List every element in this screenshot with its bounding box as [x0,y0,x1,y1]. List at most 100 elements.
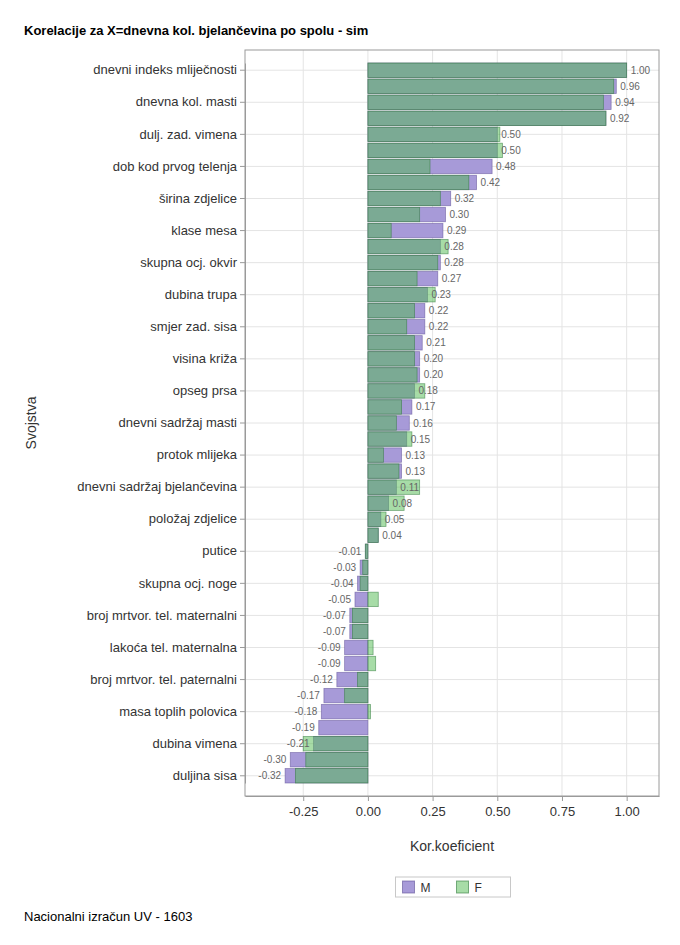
y-tick-mark [240,390,245,391]
y-grid-line [245,423,659,424]
x-tick-mark [303,796,304,801]
y-tick: duljina sisa [173,768,245,783]
data-label: 0.96 [620,81,640,92]
data-label: 0.17 [416,401,436,412]
x-tick-label: -0.25 [289,804,319,819]
bar [368,368,417,382]
y-tick-label: skupna ocj. noge [139,576,237,591]
y-tick-mark [240,679,245,680]
y-tick-label: putice [202,543,237,558]
bar [285,769,368,783]
y-tick-mark [240,294,245,295]
y-tick-mark [240,326,245,327]
data-label: -0.30 [263,754,286,765]
y-tick-label: opseg prsa [173,383,238,398]
bar [368,368,420,382]
bar [345,640,368,654]
y-tick: protok mlijeka [157,447,245,462]
bar [337,672,368,686]
x-tick-mark [368,796,369,801]
data-label: -0.17 [297,690,320,701]
bar [368,304,415,318]
y-tick-mark [240,102,245,103]
y-tick-mark [240,358,245,359]
x-tick: -0.25 [289,796,319,819]
bar [368,95,611,109]
data-labels: 1.000.960.940.920.500.500.480.420.320.30… [258,65,650,782]
bar [368,239,448,253]
bar [368,704,371,718]
y-tick-mark [240,230,245,231]
bar [368,127,500,141]
y-tick-mark [240,487,245,488]
data-label: 0.08 [393,498,413,509]
data-label: 0.15 [411,434,431,445]
bar [368,336,422,350]
y-tick-label: dulj. zad. vimena [139,127,237,142]
bar [368,528,378,542]
data-label: 0.32 [455,193,475,204]
bar [368,287,435,301]
data-label: 0.21 [426,337,446,348]
y-tick: skupna ocj. noge [139,576,245,591]
y-grid-line [245,519,659,520]
data-label: 0.22 [429,321,449,332]
y-grid-line [245,358,659,359]
data-label: -0.18 [295,706,318,717]
legend-label: F [475,881,482,895]
bar [368,512,386,526]
bar [368,255,438,269]
y-tick: broj mrtvor. tel. maternalni [87,608,245,623]
data-label: -0.03 [333,562,356,573]
y-tick: položaj zdjelice [149,511,245,526]
bar [368,271,438,285]
y-grid-line [245,455,659,456]
data-label: 0.18 [418,385,438,396]
y-grid-line [245,487,659,488]
bars [285,63,627,783]
y-tick-mark [240,583,245,584]
bar [368,464,399,478]
y-tick: dnevni sadržaj bjelančevina [77,479,245,494]
data-label: 0.23 [431,289,451,300]
y-tick-mark [240,647,245,648]
bar [367,720,368,734]
plot-background [245,50,659,796]
data-label: -0.01 [339,546,362,557]
x-tick-label: 0.25 [420,804,445,819]
y-grid-line [245,679,659,680]
data-label: 1.00 [631,65,651,76]
y-tick: širina zdjelice [159,191,245,206]
x-axis-title: Kor.koeficient [410,838,494,854]
bar [368,159,430,173]
bar [368,159,492,173]
y-tick-label: klase mesa [171,223,238,238]
bar [368,223,443,237]
y-tick-label: dubina trupa [165,287,238,302]
bar [368,448,384,462]
series-F [295,63,626,783]
y-grid-line [245,326,659,327]
footnote: Nacionalni izračun UV - 1603 [24,909,192,924]
y-tick-label: smjer zad. sisa [150,319,237,334]
bar [368,191,451,205]
data-label: -0.09 [318,658,341,669]
legend-label: M [421,881,431,895]
bar [345,688,368,702]
data-label: 0.13 [406,450,426,461]
data-label: 0.28 [444,241,464,252]
bar [368,255,440,269]
y-tick-mark [240,423,245,424]
y-tick-mark [240,743,245,744]
x-tick-label: 1.00 [615,804,640,819]
bar [368,352,415,366]
bar [350,608,368,622]
y-tick-label: dnevna kol. masti [136,94,237,109]
data-label: -0.05 [328,594,351,605]
data-label: 0.42 [481,177,501,188]
bar [368,320,425,334]
y-tick: broj mrtvor. tel. paternalni [90,672,245,687]
x-axis-line [246,796,660,797]
x-tick-mark [433,796,434,801]
y-tick: dnevni sadržaj masti [119,415,246,430]
